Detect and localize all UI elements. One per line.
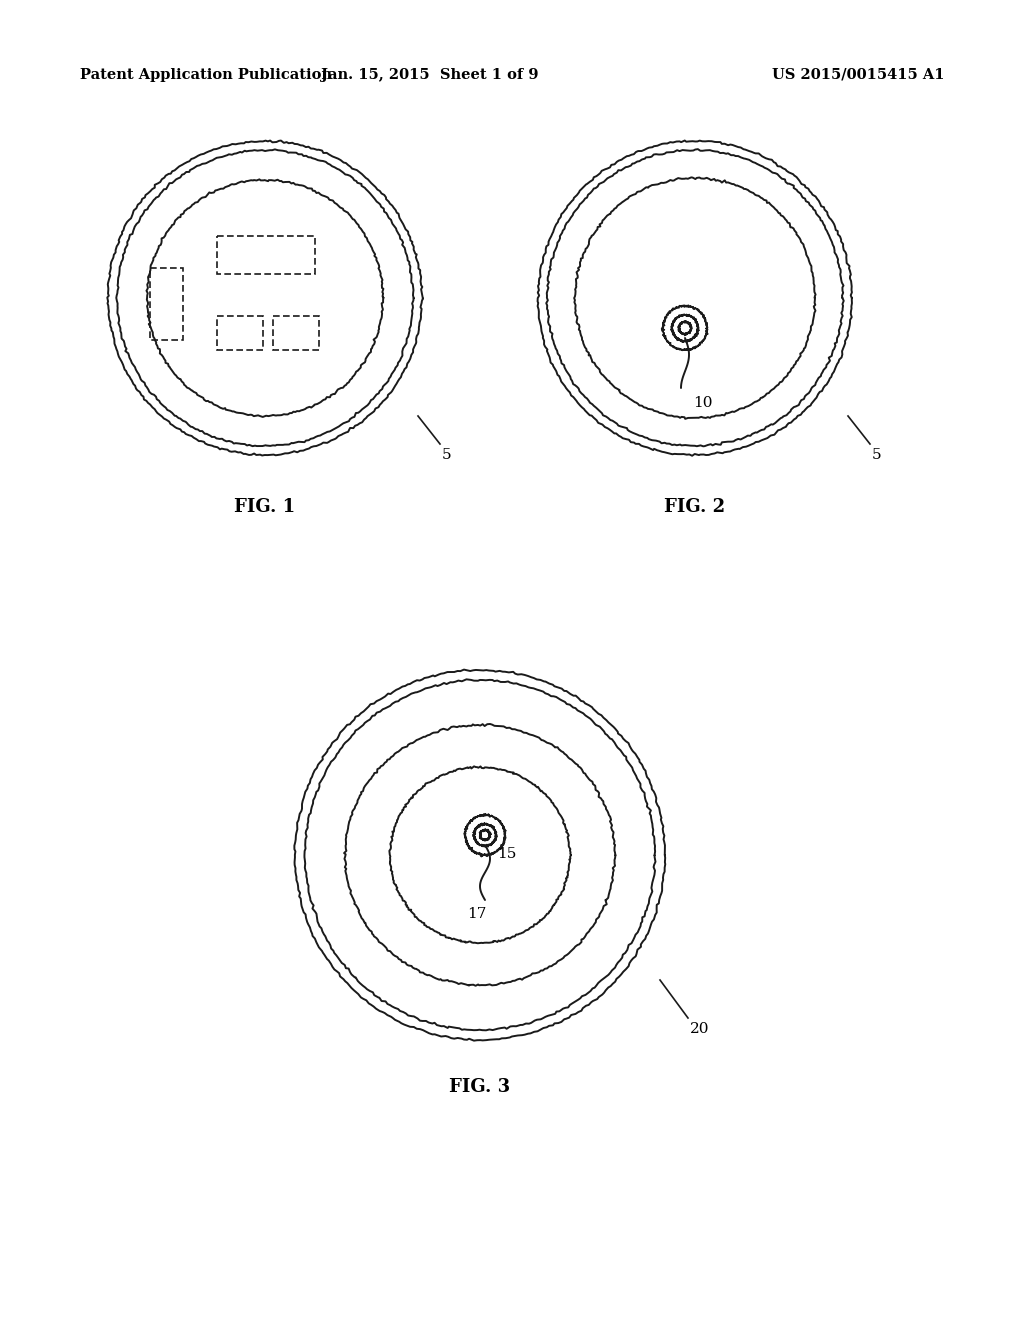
Text: Jan. 15, 2015  Sheet 1 of 9: Jan. 15, 2015 Sheet 1 of 9 (322, 69, 539, 82)
Text: FIG. 3: FIG. 3 (450, 1078, 511, 1096)
Text: US 2015/0015415 A1: US 2015/0015415 A1 (771, 69, 944, 82)
Text: 5: 5 (442, 447, 452, 462)
Text: 5: 5 (872, 447, 882, 462)
Text: Patent Application Publication: Patent Application Publication (80, 69, 332, 82)
Text: 20: 20 (690, 1022, 710, 1036)
Text: 10: 10 (693, 396, 713, 411)
Text: 15: 15 (497, 847, 516, 861)
Text: FIG. 2: FIG. 2 (665, 498, 726, 516)
Text: 17: 17 (467, 907, 486, 921)
Text: FIG. 1: FIG. 1 (234, 498, 296, 516)
